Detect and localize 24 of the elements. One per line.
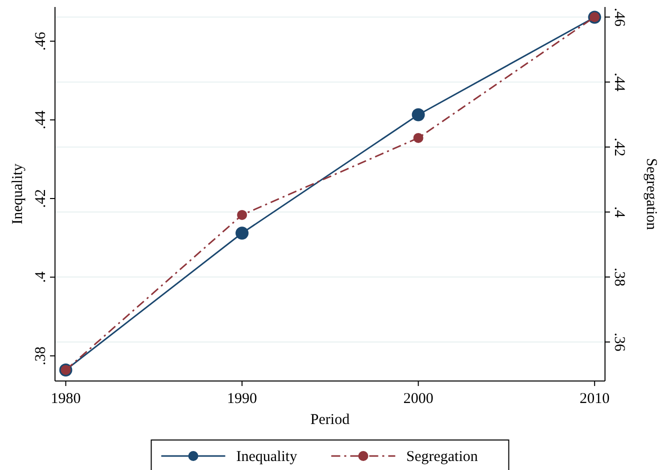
y2-axis-title: Segregation	[643, 158, 659, 230]
point	[412, 108, 425, 122]
y-tick-label: .46	[33, 31, 49, 51]
y-tick-label: .42	[33, 189, 49, 208]
x-axis-title: Period	[310, 412, 350, 428]
y2-tick-label: .4	[611, 206, 627, 218]
legend-label: Segregation	[406, 449, 478, 465]
y-tick-label: .4	[33, 271, 49, 283]
y2-tick-label: .36	[611, 332, 627, 352]
x-tick-label: 1990	[227, 391, 258, 407]
x-tick-label: 2010	[580, 391, 610, 407]
point	[413, 132, 424, 143]
legend-label: Inequality	[236, 449, 298, 465]
x-tick-label: 1980	[50, 391, 81, 407]
x-tick-label: 2000	[403, 391, 434, 407]
y-tick-label: .44	[33, 110, 49, 130]
y-axis-title: Inequality	[10, 163, 26, 224]
y2-tick-label: .44	[611, 72, 627, 92]
y2-tick-label: .42	[611, 138, 627, 156]
point	[236, 226, 249, 240]
y2-tick-label: .46	[611, 8, 627, 27]
y2-tick-label: .38	[611, 268, 627, 286]
y-tick-label: .38	[33, 346, 49, 366]
point	[237, 210, 248, 220]
